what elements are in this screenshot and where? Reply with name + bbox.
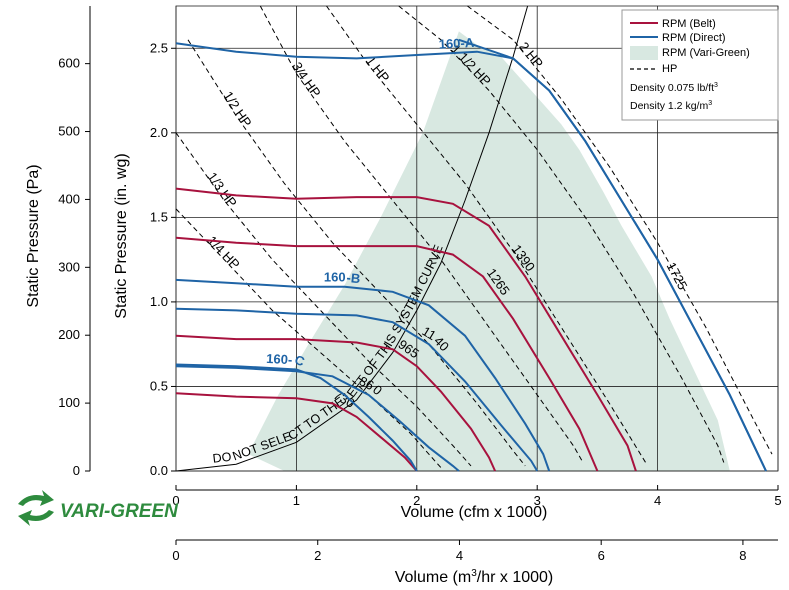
y-tick-label: 0.0: [150, 463, 168, 478]
y-tick-label: 2.5: [150, 40, 168, 55]
vari-green-logo-text: VARI-GREEN: [60, 501, 179, 522]
rpm-curve-label: 160-A: [438, 35, 475, 52]
x-axis-label: Volume (cfm x 1000): [401, 504, 548, 521]
y2-tick-label: 400: [58, 191, 80, 206]
y2-tick-label: 300: [58, 259, 80, 274]
y-tick-label: 2.0: [150, 125, 168, 140]
legend: RPM (Belt) RPM (Direct) RPM (Vari-Green)…: [621, 9, 779, 121]
hp-curve: [398, 5, 725, 463]
recycle-arrows-icon: [18, 490, 54, 526]
x-tick-label: 5: [774, 493, 781, 508]
hp-curve: [259, 5, 584, 463]
y2-axis-label: Static Pressure (Pa): [25, 164, 42, 307]
legend-density-metric: Density 1.2 kg/m3: [630, 100, 712, 112]
hp-curve-label: 1/2 HP: [220, 89, 254, 130]
vari-green-logo: VARI-GREEN: [18, 490, 179, 526]
legend-swatch-vari-green: [630, 46, 658, 60]
rpm-curve-label: 160-C: [266, 351, 307, 370]
rpm-curve: [175, 363, 418, 472]
rpm-curve: [175, 187, 637, 472]
y2-tick-label: 500: [58, 124, 80, 139]
hp-curve: [326, 5, 647, 463]
axes-layer: 0 1 2 3 4 5 0 2 4 6 8 0.0 0.5 1.0 1.5 2.0 2.5 0 100 200 300 4…: [58, 6, 782, 563]
legend-label-direct: RPM (Direct): [662, 32, 726, 44]
y-axis-label: Static Pressure (in. wg): [113, 153, 130, 318]
legend-label-hp: HP: [662, 63, 677, 75]
x-tick-label: 3: [534, 493, 541, 508]
rpm-curve-label: 1725: [664, 260, 691, 293]
legend-density-imperial: Density 0.075 lb/ft3: [630, 82, 718, 94]
y2-tick-label: 600: [58, 56, 80, 71]
rpm-curve: [175, 236, 599, 472]
x2-axis-label: Volume (m3/hr x 1000): [395, 568, 554, 586]
legend-label-belt: RPM (Belt): [662, 18, 716, 30]
y2-tick-label: 0: [73, 463, 80, 478]
system-curve: [175, 5, 529, 472]
y-tick-label: 1.5: [150, 209, 168, 224]
hp-curve: [467, 5, 773, 455]
y2-tick-label: 100: [58, 395, 80, 410]
x-tick-label: 2: [413, 493, 420, 508]
rpm-curve: [175, 278, 551, 472]
rpm-curve: [175, 392, 418, 472]
rpm-curve-label: 160-B: [324, 270, 361, 287]
x-tick-label: 0: [172, 493, 179, 508]
rpm-curve: [175, 307, 539, 472]
x-tick-label: 1: [293, 493, 300, 508]
x2-tick-label: 2: [314, 548, 321, 563]
y-tick-label: 1.0: [150, 294, 168, 309]
x2-tick-label: 6: [598, 548, 605, 563]
rpm-curve: [175, 334, 497, 472]
rpm-curve: [175, 365, 460, 472]
y2-tick-label: 200: [58, 327, 80, 342]
legend-box: [621, 9, 779, 121]
rpm-curve: [458, 38, 767, 472]
x2-tick-label: 0: [172, 548, 179, 563]
hp-curve-label: 1/3 HP: [205, 169, 240, 210]
x2-tick-label: 8: [739, 548, 746, 563]
legend-label-vari-green: RPM (Vari-Green): [662, 47, 750, 59]
hp-curve: [175, 132, 472, 467]
hp-curve-label: 3/4 HP: [289, 60, 323, 100]
x2-tick-label: 4: [456, 548, 463, 563]
x-tick-label: 4: [654, 493, 661, 508]
y-tick-label: 0.5: [150, 378, 168, 393]
hp-curve-label: 1/4 HP: [204, 233, 242, 272]
hp-curve: [187, 39, 526, 467]
